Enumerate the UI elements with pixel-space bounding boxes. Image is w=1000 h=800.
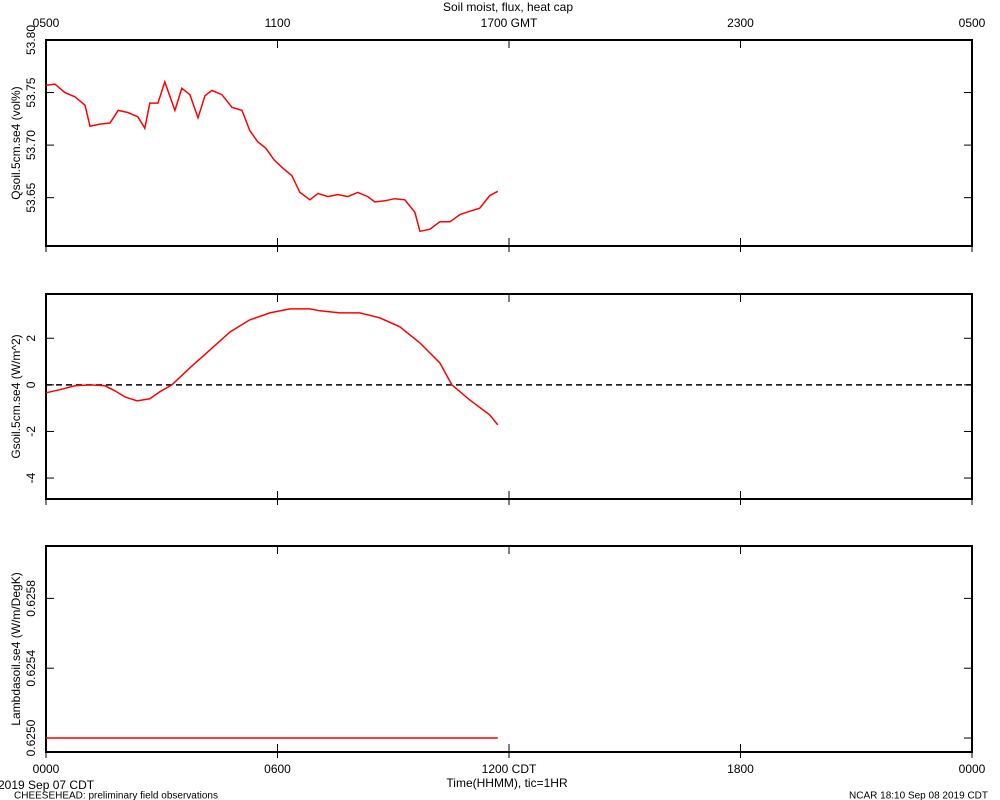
credit-label: NCAR 18:10 Sep 08 2019 CDT [849,791,988,800]
date-label: 2019 Sep 07 CDT [0,778,95,792]
y-axis-label: Gsoil.5cm.se4 (W/m^2) [9,334,23,458]
top-x-tick-label: 0500 [959,16,986,30]
y-tick-label: 0.6258 [24,580,38,617]
top-x-tick-label: 1700 GMT [481,16,538,30]
data-line [45,79,499,233]
data-line [45,308,499,426]
y-tick-label: -2 [24,426,38,437]
y-tick-label: 53.70 [24,130,38,160]
y-tick-label: 53.80 [24,25,38,55]
y-tick-label: -4 [24,472,38,483]
top-x-tick-label: 2300 [727,16,754,30]
plot-frame [45,293,973,500]
y-axis-label: Qsoil.5cm.se4 (vol%) [9,86,23,199]
y-tick-label: 0.6250 [24,719,38,756]
x-tick-label: 0000 [33,762,60,776]
top-x-tick-label: 1100 [265,16,291,30]
chart-title: Soil moist, flux, heat cap [443,0,573,14]
plot-frame [45,39,973,247]
y-tick-label: 0.6254 [24,650,38,687]
y-tick-label: 53.65 [24,182,38,212]
y-tick-label: 2 [24,335,38,342]
y-tick-label: 0 [24,381,38,388]
y-axis-label: Lambdasoil.se4 (W/m/DegK) [9,572,23,725]
y-tick-label: 53.75 [24,77,38,107]
x-tick-label: 1200 CDT [482,762,537,776]
top-x-tick-label: 0500 [33,16,60,30]
plot-frame [45,545,973,753]
project-label: CHEESEHEAD: preliminary field observatio… [14,791,218,800]
x-tick-label: 0600 [264,762,291,776]
x-tick-label: 0000 [959,762,986,776]
x-tick-label: 1800 [727,762,754,776]
x-axis-label: Time(HHMM), tic=1HR [446,776,568,790]
